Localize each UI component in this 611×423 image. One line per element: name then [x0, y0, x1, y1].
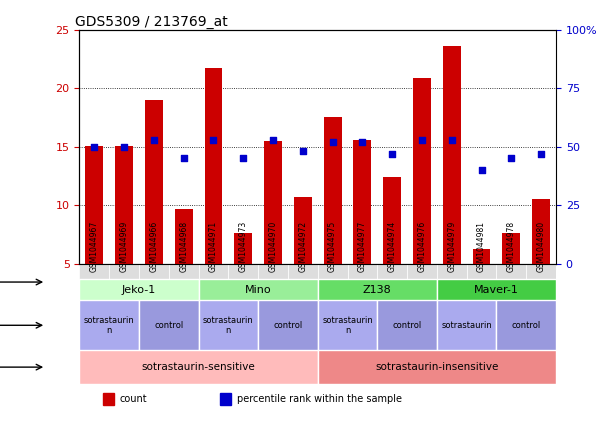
Text: sotrastaurin-sensitive: sotrastaurin-sensitive	[142, 362, 255, 372]
Bar	[437, 280, 556, 300]
Text: GDS5309 / 213769_at: GDS5309 / 213769_at	[75, 14, 227, 29]
Point	[89, 143, 99, 150]
Point	[268, 136, 278, 143]
Bar	[199, 280, 318, 300]
Bar	[115, 146, 133, 264]
Text: sotrastaurin-insensitive: sotrastaurin-insensitive	[375, 362, 499, 372]
Text: GSM1044976: GSM1044976	[417, 220, 426, 272]
Bar	[413, 78, 431, 264]
Text: GSM1044969: GSM1044969	[120, 220, 128, 272]
Text: GSM1044967: GSM1044967	[90, 220, 99, 272]
Bar	[378, 264, 407, 280]
Bar	[318, 264, 348, 280]
Bar	[526, 264, 556, 280]
Bar	[318, 300, 378, 350]
Point	[507, 155, 516, 162]
Text: sotrastaurin: sotrastaurin	[441, 321, 492, 330]
Text: percentile rank within the sample: percentile rank within the sample	[236, 394, 401, 404]
Bar	[407, 264, 437, 280]
Text: Z138: Z138	[363, 285, 392, 295]
Point	[417, 136, 427, 143]
Bar	[473, 249, 491, 264]
Bar	[79, 350, 318, 384]
Point	[477, 167, 486, 173]
Point	[208, 136, 218, 143]
Text: sotrastaurin
n: sotrastaurin n	[84, 316, 134, 335]
Bar	[294, 197, 312, 264]
Bar	[258, 300, 318, 350]
Bar	[437, 300, 496, 350]
Text: sotrastaurin
n: sotrastaurin n	[203, 316, 254, 335]
Point	[327, 139, 337, 146]
Point	[447, 136, 456, 143]
Point	[119, 143, 129, 150]
Text: GSM1044979: GSM1044979	[447, 220, 456, 272]
Bar	[348, 264, 378, 280]
Bar	[443, 46, 461, 264]
Bar	[383, 177, 401, 264]
Text: Jeko-1: Jeko-1	[122, 285, 156, 295]
Text: GSM1044973: GSM1044973	[239, 220, 247, 272]
Text: GSM1044968: GSM1044968	[179, 220, 188, 272]
Bar	[79, 280, 199, 300]
Text: control: control	[154, 321, 183, 330]
Bar	[258, 264, 288, 280]
Text: GSM1044970: GSM1044970	[269, 220, 277, 272]
Bar	[86, 146, 103, 264]
Bar	[199, 300, 258, 350]
Bar	[502, 233, 520, 264]
Bar	[318, 350, 556, 384]
Bar	[109, 264, 139, 280]
Point	[179, 155, 189, 162]
Bar	[532, 200, 550, 264]
Text: control: control	[511, 321, 541, 330]
Text: control: control	[273, 321, 302, 330]
Bar	[288, 264, 318, 280]
Text: Mino: Mino	[245, 285, 271, 295]
Text: GSM1044978: GSM1044978	[507, 220, 516, 272]
Bar	[235, 233, 252, 264]
Bar	[324, 118, 342, 264]
Bar	[378, 300, 437, 350]
Point	[298, 148, 308, 155]
Bar	[79, 264, 109, 280]
Text: control: control	[392, 321, 422, 330]
Bar	[229, 264, 258, 280]
Text: GSM1044971: GSM1044971	[209, 220, 218, 272]
Bar	[264, 141, 282, 264]
Bar	[496, 300, 556, 350]
Bar	[353, 140, 371, 264]
Bar	[169, 264, 199, 280]
Bar	[318, 280, 437, 300]
Bar	[139, 264, 169, 280]
Point	[357, 139, 367, 146]
Bar	[199, 264, 229, 280]
Bar	[139, 300, 199, 350]
Bar	[220, 393, 230, 405]
Point	[536, 151, 546, 157]
Point	[387, 151, 397, 157]
Bar	[437, 264, 467, 280]
Bar	[175, 209, 192, 264]
Point	[238, 155, 248, 162]
Bar	[79, 300, 139, 350]
Text: count: count	[120, 394, 148, 404]
Text: Maver-1: Maver-1	[474, 285, 519, 295]
Text: GSM1044977: GSM1044977	[358, 220, 367, 272]
Bar	[205, 68, 222, 264]
Bar	[103, 393, 114, 405]
Bar	[467, 264, 496, 280]
Point	[149, 136, 159, 143]
Text: GSM1044981: GSM1044981	[477, 221, 486, 272]
Text: GSM1044966: GSM1044966	[150, 220, 158, 272]
Bar	[496, 264, 526, 280]
Text: sotrastaurin
n: sotrastaurin n	[322, 316, 373, 335]
Text: GSM1044975: GSM1044975	[328, 220, 337, 272]
Text: GSM1044974: GSM1044974	[388, 220, 397, 272]
Text: GSM1044972: GSM1044972	[298, 220, 307, 272]
Text: GSM1044980: GSM1044980	[536, 220, 546, 272]
Bar	[145, 100, 163, 264]
